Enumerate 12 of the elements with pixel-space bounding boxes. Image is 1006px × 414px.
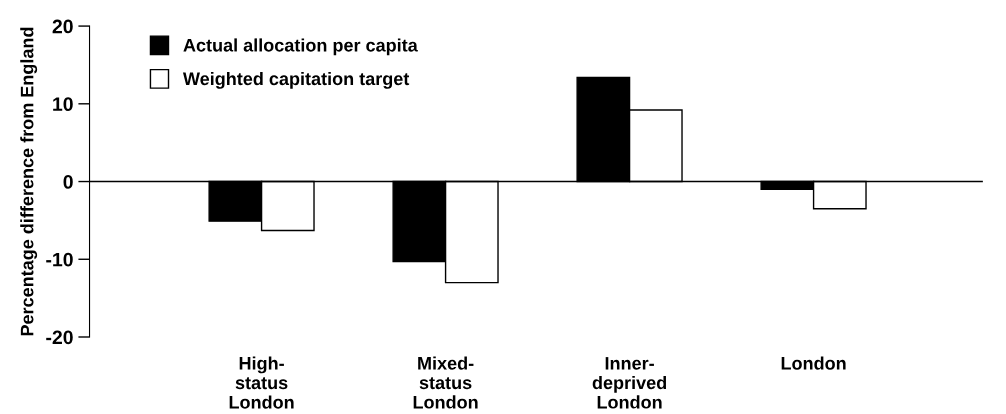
y-tick-label: 20 [52,19,73,34]
x-tick-label: Mixed- status London [413,356,478,409]
y-tick-label: -10 [46,252,73,267]
legend-label: Actual allocation per capita [183,38,418,56]
x-tick-label: Inner- deprived London [592,357,667,409]
x-tick-label: London [781,356,846,370]
y-axis-title: Percentage difference from England [20,27,38,336]
x-tick-label: High- status London [229,356,294,409]
y-tick-label: 0 [63,175,73,189]
y-tick-label: -20 [46,330,73,345]
y-tick-label: 10 [53,97,73,112]
legend-label: Weighted capitation target [182,71,410,89]
